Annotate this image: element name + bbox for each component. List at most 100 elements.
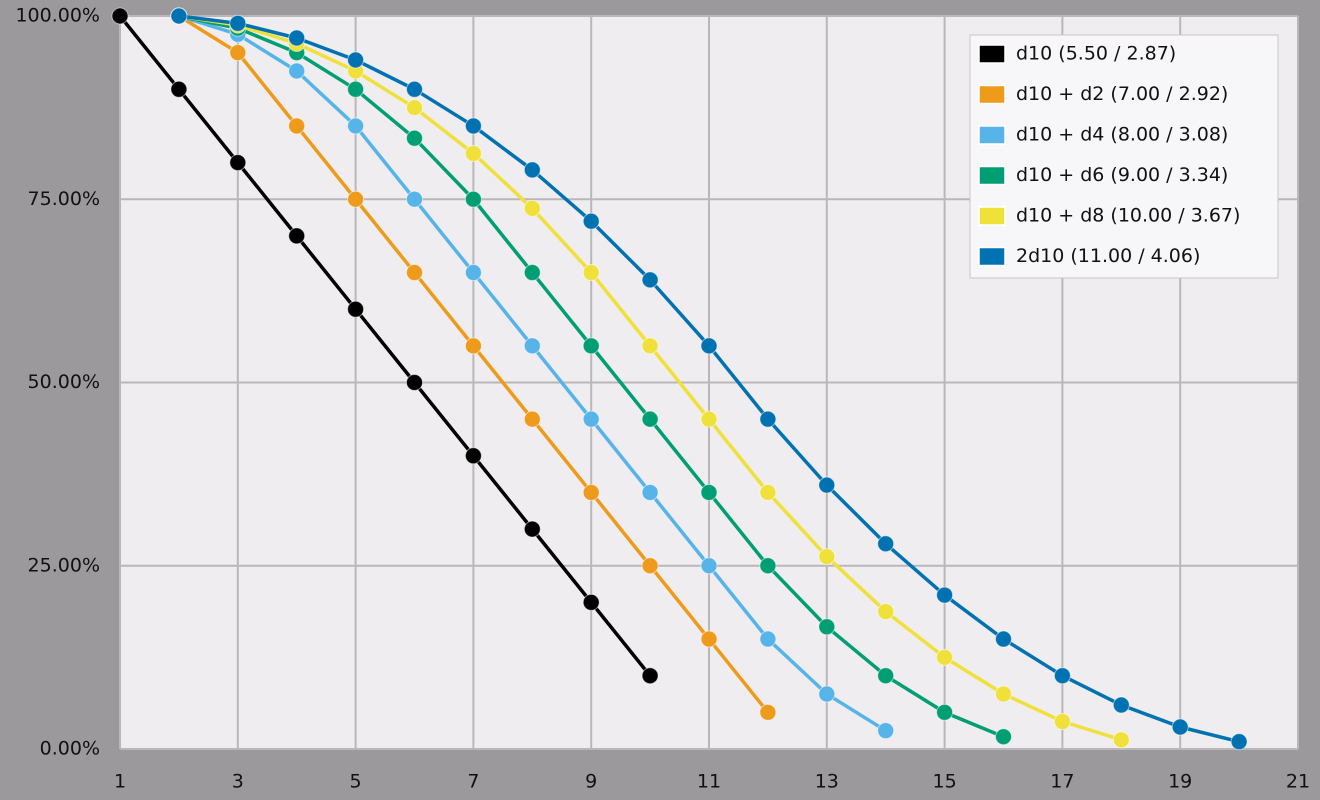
data-point <box>818 548 836 566</box>
data-point <box>995 630 1012 648</box>
x-tick-label: 13 <box>815 771 839 793</box>
series-line <box>118 14 652 677</box>
data-point <box>582 337 600 355</box>
data-point <box>406 264 423 282</box>
data-point <box>877 722 895 740</box>
data-point <box>523 264 541 282</box>
x-tick-label: 19 <box>1168 771 1192 793</box>
y-tick-label: 50.00% <box>28 371 100 393</box>
legend-label: d10 + d8 (10.00 / 3.67) <box>1016 205 1240 227</box>
y-tick-label: 25.00% <box>28 554 100 576</box>
data-point <box>700 483 718 501</box>
data-point <box>1230 733 1248 751</box>
legend-swatch <box>978 125 1006 145</box>
data-point <box>288 62 306 80</box>
legend-label: d10 + d6 (9.00 / 3.34) <box>1016 164 1228 186</box>
data-point <box>229 44 247 62</box>
data-point <box>464 144 482 162</box>
data-point <box>700 630 718 648</box>
x-tick-label: 21 <box>1286 771 1310 793</box>
legend-label: d10 + d4 (8.00 / 3.08) <box>1016 124 1228 146</box>
data-point <box>700 410 718 428</box>
data-point <box>700 337 718 355</box>
data-point <box>1112 731 1130 749</box>
data-point <box>759 630 777 648</box>
data-point <box>111 7 129 25</box>
data-point <box>641 483 659 501</box>
data-point <box>288 227 306 245</box>
x-tick-label: 7 <box>467 771 479 793</box>
x-tick-label: 15 <box>933 771 957 793</box>
data-point <box>464 117 482 135</box>
data-point <box>759 410 777 428</box>
data-point <box>464 190 482 208</box>
data-point <box>700 557 718 575</box>
legend-label: 2d10 (11.00 / 4.06) <box>1016 245 1200 267</box>
data-point <box>1112 696 1130 714</box>
legend-swatch <box>978 246 1006 267</box>
legend-swatch <box>978 165 1006 186</box>
data-point <box>523 199 541 217</box>
legend-box <box>969 34 1279 279</box>
data-point <box>1053 713 1071 731</box>
data-point <box>1171 718 1189 736</box>
data-point <box>523 410 541 428</box>
data-point <box>877 667 895 685</box>
data-point <box>464 264 482 282</box>
y-tick-label: 0.00% <box>40 738 100 760</box>
data-point <box>995 685 1012 703</box>
data-point <box>641 337 659 355</box>
data-point <box>936 648 954 666</box>
data-point <box>406 190 423 208</box>
data-point <box>759 703 777 721</box>
x-tick-label: 9 <box>585 771 597 793</box>
data-point <box>818 476 836 494</box>
x-tick-label: 3 <box>232 771 244 793</box>
x-tick-label: 5 <box>350 771 362 793</box>
legend-swatch <box>978 44 1006 64</box>
data-point <box>818 618 836 636</box>
data-point <box>759 483 777 501</box>
data-point <box>229 154 247 172</box>
y-tick-label: 75.00% <box>28 188 100 210</box>
legend-label: d10 (5.50 / 2.87) <box>1016 43 1176 65</box>
data-point <box>877 535 895 553</box>
data-point <box>406 80 423 98</box>
data-point <box>877 603 895 621</box>
legend: d10 (5.50 / 2.87) d10 + d2 (7.00 / 2.92) d… <box>969 34 1279 279</box>
data-point <box>759 557 777 575</box>
data-point <box>818 685 836 703</box>
data-point <box>464 337 482 355</box>
data-point <box>995 728 1012 746</box>
data-point <box>347 300 365 318</box>
data-point <box>1053 667 1071 685</box>
data-point <box>582 593 600 611</box>
data-point <box>641 557 659 575</box>
data-point <box>288 117 306 135</box>
x-tick-label: 11 <box>697 771 721 793</box>
data-point <box>406 99 423 117</box>
legend-label: d10 + d2 (7.00 / 2.92) <box>1016 83 1228 105</box>
data-point <box>347 51 365 69</box>
data-point <box>288 29 306 47</box>
data-point <box>582 410 600 428</box>
data-point <box>641 271 659 289</box>
x-tick-label: 1 <box>114 771 126 793</box>
data-point <box>229 14 247 32</box>
data-point <box>523 520 541 538</box>
data-point <box>936 703 954 721</box>
legend-swatch <box>978 84 1006 105</box>
data-point <box>582 264 600 282</box>
data-point <box>170 7 188 25</box>
data-point <box>170 80 188 98</box>
data-point <box>464 447 482 465</box>
x-tick-label: 17 <box>1050 771 1074 793</box>
legend-swatch <box>978 206 1006 226</box>
data-point <box>936 586 954 604</box>
data-point <box>347 80 365 98</box>
data-point <box>406 374 423 391</box>
data-point <box>582 483 600 501</box>
data-point <box>523 337 541 355</box>
